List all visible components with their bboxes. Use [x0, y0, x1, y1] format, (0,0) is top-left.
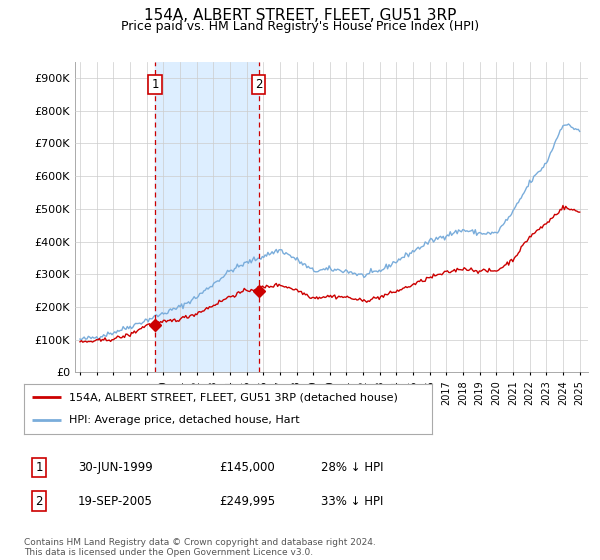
Text: 33% ↓ HPI: 33% ↓ HPI — [321, 494, 383, 508]
Text: 2: 2 — [35, 494, 43, 508]
Text: 1: 1 — [151, 78, 158, 91]
Text: 154A, ALBERT STREET, FLEET, GU51 3RP: 154A, ALBERT STREET, FLEET, GU51 3RP — [144, 8, 456, 24]
Text: 30-JUN-1999: 30-JUN-1999 — [78, 461, 153, 474]
Text: Contains HM Land Registry data © Crown copyright and database right 2024.
This d: Contains HM Land Registry data © Crown c… — [24, 538, 376, 557]
Text: HPI: Average price, detached house, Hart: HPI: Average price, detached house, Hart — [69, 416, 299, 426]
Text: £249,995: £249,995 — [219, 494, 275, 508]
Text: 2: 2 — [255, 78, 262, 91]
Text: Price paid vs. HM Land Registry's House Price Index (HPI): Price paid vs. HM Land Registry's House … — [121, 20, 479, 32]
Bar — [155, 62, 259, 372]
Text: 28% ↓ HPI: 28% ↓ HPI — [321, 461, 383, 474]
Text: 154A, ALBERT STREET, FLEET, GU51 3RP (detached house): 154A, ALBERT STREET, FLEET, GU51 3RP (de… — [69, 392, 398, 402]
Text: £145,000: £145,000 — [219, 461, 275, 474]
Text: 19-SEP-2005: 19-SEP-2005 — [78, 494, 153, 508]
Text: 1: 1 — [35, 461, 43, 474]
